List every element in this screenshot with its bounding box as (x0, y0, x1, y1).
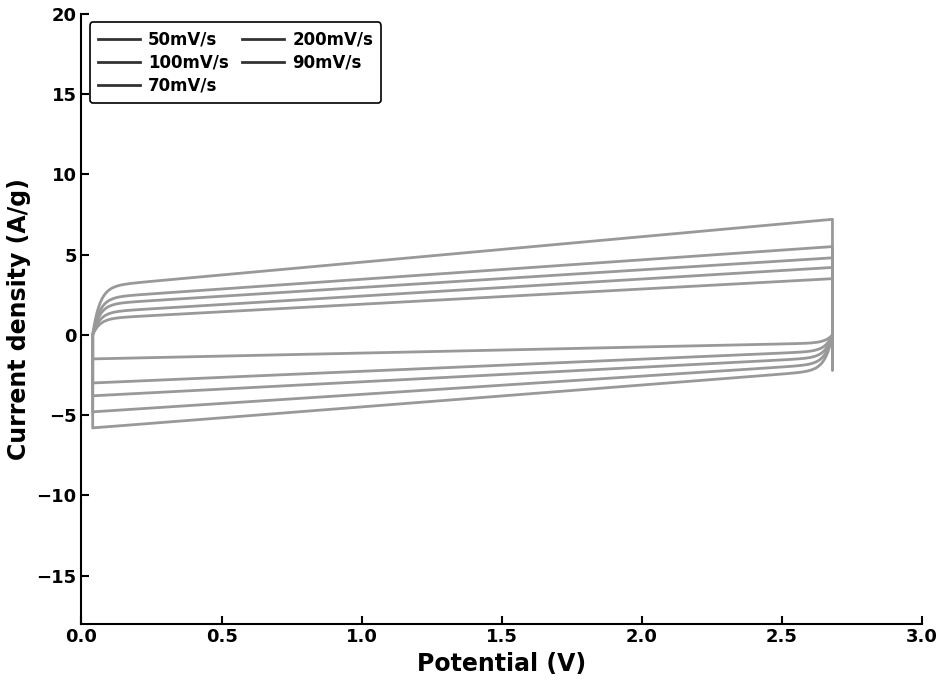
Y-axis label: Current density (A/g): Current density (A/g) (7, 178, 31, 460)
X-axis label: Potential (V): Potential (V) (417, 652, 585, 676)
Legend: 50mV/s, 100mV/s, 70mV/s, 200mV/s, 90mV/s: 50mV/s, 100mV/s, 70mV/s, 200mV/s, 90mV/s (90, 23, 381, 103)
